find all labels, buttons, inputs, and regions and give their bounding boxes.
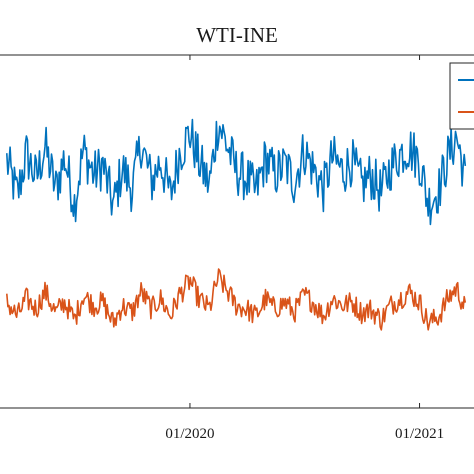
legend-entries <box>458 79 474 113</box>
legend-box <box>449 62 474 130</box>
series-group <box>6 118 467 331</box>
x-ticks: 01/2020 01/2021 <box>165 55 444 442</box>
x-tick-label: 01/2021 <box>395 426 444 442</box>
plot-frame <box>0 54 474 409</box>
series-line-2 <box>6 268 467 331</box>
legend <box>449 62 474 130</box>
chart-title: WTI-INE <box>196 23 278 47</box>
x-tick-label: 01/2020 <box>165 426 214 442</box>
series-line-1 <box>6 118 467 226</box>
